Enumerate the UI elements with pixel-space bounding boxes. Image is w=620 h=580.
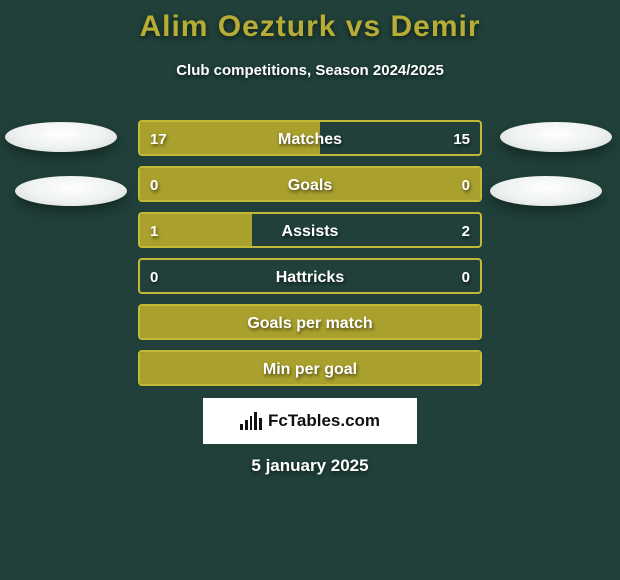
brand-logo: FcTables.com (203, 398, 417, 444)
comparison-bars: Matches1715Goals00Assists12Hattricks00Go… (138, 120, 482, 396)
stat-label: Hattricks (140, 260, 480, 294)
stat-row: Assists12 (138, 212, 482, 248)
stat-value-right: 0 (462, 260, 470, 294)
brand-text: FcTables.com (268, 411, 380, 431)
bar-fill-left (140, 352, 480, 384)
stat-value-left: 0 (150, 168, 158, 202)
stat-value-left: 17 (150, 122, 167, 156)
stat-row: Matches1715 (138, 120, 482, 156)
subtitle: Club competitions, Season 2024/2025 (0, 62, 620, 79)
player-avatar-left-2 (15, 176, 127, 206)
player-avatar-right-1 (500, 122, 612, 152)
stat-value-right: 15 (453, 122, 470, 156)
bar-fill-left (140, 168, 480, 200)
date-text: 5 january 2025 (0, 456, 620, 476)
stat-row: Goals per match (138, 304, 482, 340)
stat-row: Hattricks0 0 (138, 258, 482, 294)
stat-value-left: 1 (150, 214, 158, 248)
stat-value-left: 0 (150, 260, 158, 294)
player-avatar-right-2 (490, 176, 602, 206)
bars-icon (240, 412, 262, 430)
stat-row: Goals00 (138, 166, 482, 202)
stat-value-right: 2 (462, 214, 470, 248)
stat-value-right: 0 (462, 168, 470, 202)
stat-row: Min per goal (138, 350, 482, 386)
player-avatar-left-1 (5, 122, 117, 152)
bar-fill-left (140, 122, 320, 154)
page-title: Alim Oezturk vs Demir (0, 10, 620, 44)
bar-fill-left (140, 306, 480, 338)
